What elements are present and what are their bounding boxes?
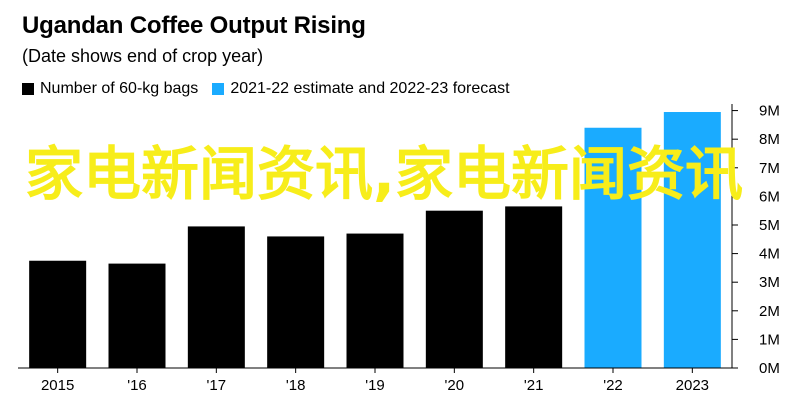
- legend-label-forecast: 2021-22 estimate and 2022-23 forecast: [230, 80, 510, 97]
- x-tick-label-1: '16: [127, 377, 147, 394]
- bar-actual-5: [425, 210, 483, 368]
- x-tick-label-6: '21: [524, 377, 544, 394]
- y-tick-label-6: 6M: [759, 188, 780, 205]
- y-tick-label-4: 4M: [759, 246, 780, 263]
- bar-actual-4: [346, 233, 404, 368]
- y-tick-label-9: 9M: [759, 103, 780, 120]
- chart-subtitle: (Date shows end of crop year): [22, 46, 264, 66]
- x-tick-label-0: 2015: [41, 377, 74, 394]
- x-tick-label-4: '19: [365, 377, 385, 394]
- legend-item-actual: Number of 60-kg bags: [22, 80, 198, 98]
- legend-label-actual: Number of 60-kg bags: [40, 80, 199, 97]
- y-tick-label-2: 2M: [759, 303, 780, 320]
- x-tick-label-3: '18: [286, 377, 306, 394]
- bar-actual-6: [505, 206, 563, 368]
- x-tick-label-2: '17: [207, 377, 227, 394]
- chart-legend: Number of 60-kg bags 2021-22 estimate an…: [22, 80, 524, 98]
- y-tick-label-0: 0M: [759, 360, 780, 377]
- x-tick-label-8: 2023: [676, 377, 709, 394]
- y-tick-label-3: 3M: [759, 274, 780, 291]
- x-tick-label-5: '20: [445, 377, 465, 394]
- bar-actual-2: [187, 226, 245, 368]
- y-tick-label-5: 5M: [759, 217, 780, 234]
- legend-item-forecast: 2021-22 estimate and 2022-23 forecast: [212, 80, 510, 98]
- y-tick-label-7: 7M: [759, 160, 780, 177]
- bar-forecast-8: [663, 112, 721, 369]
- y-tick-label-8: 8M: [759, 131, 780, 148]
- x-tick-label-7: '22: [603, 377, 623, 394]
- bar-forecast-7: [584, 127, 642, 368]
- y-tick-label-1: 1M: [759, 331, 780, 348]
- chart-title: Ugandan Coffee Output Rising: [22, 12, 366, 39]
- bar-actual-0: [29, 260, 87, 368]
- legend-swatch-actual: [22, 83, 34, 95]
- legend-swatch-forecast: [212, 83, 225, 95]
- bar-actual-1: [108, 263, 166, 368]
- bar-actual-3: [267, 236, 325, 368]
